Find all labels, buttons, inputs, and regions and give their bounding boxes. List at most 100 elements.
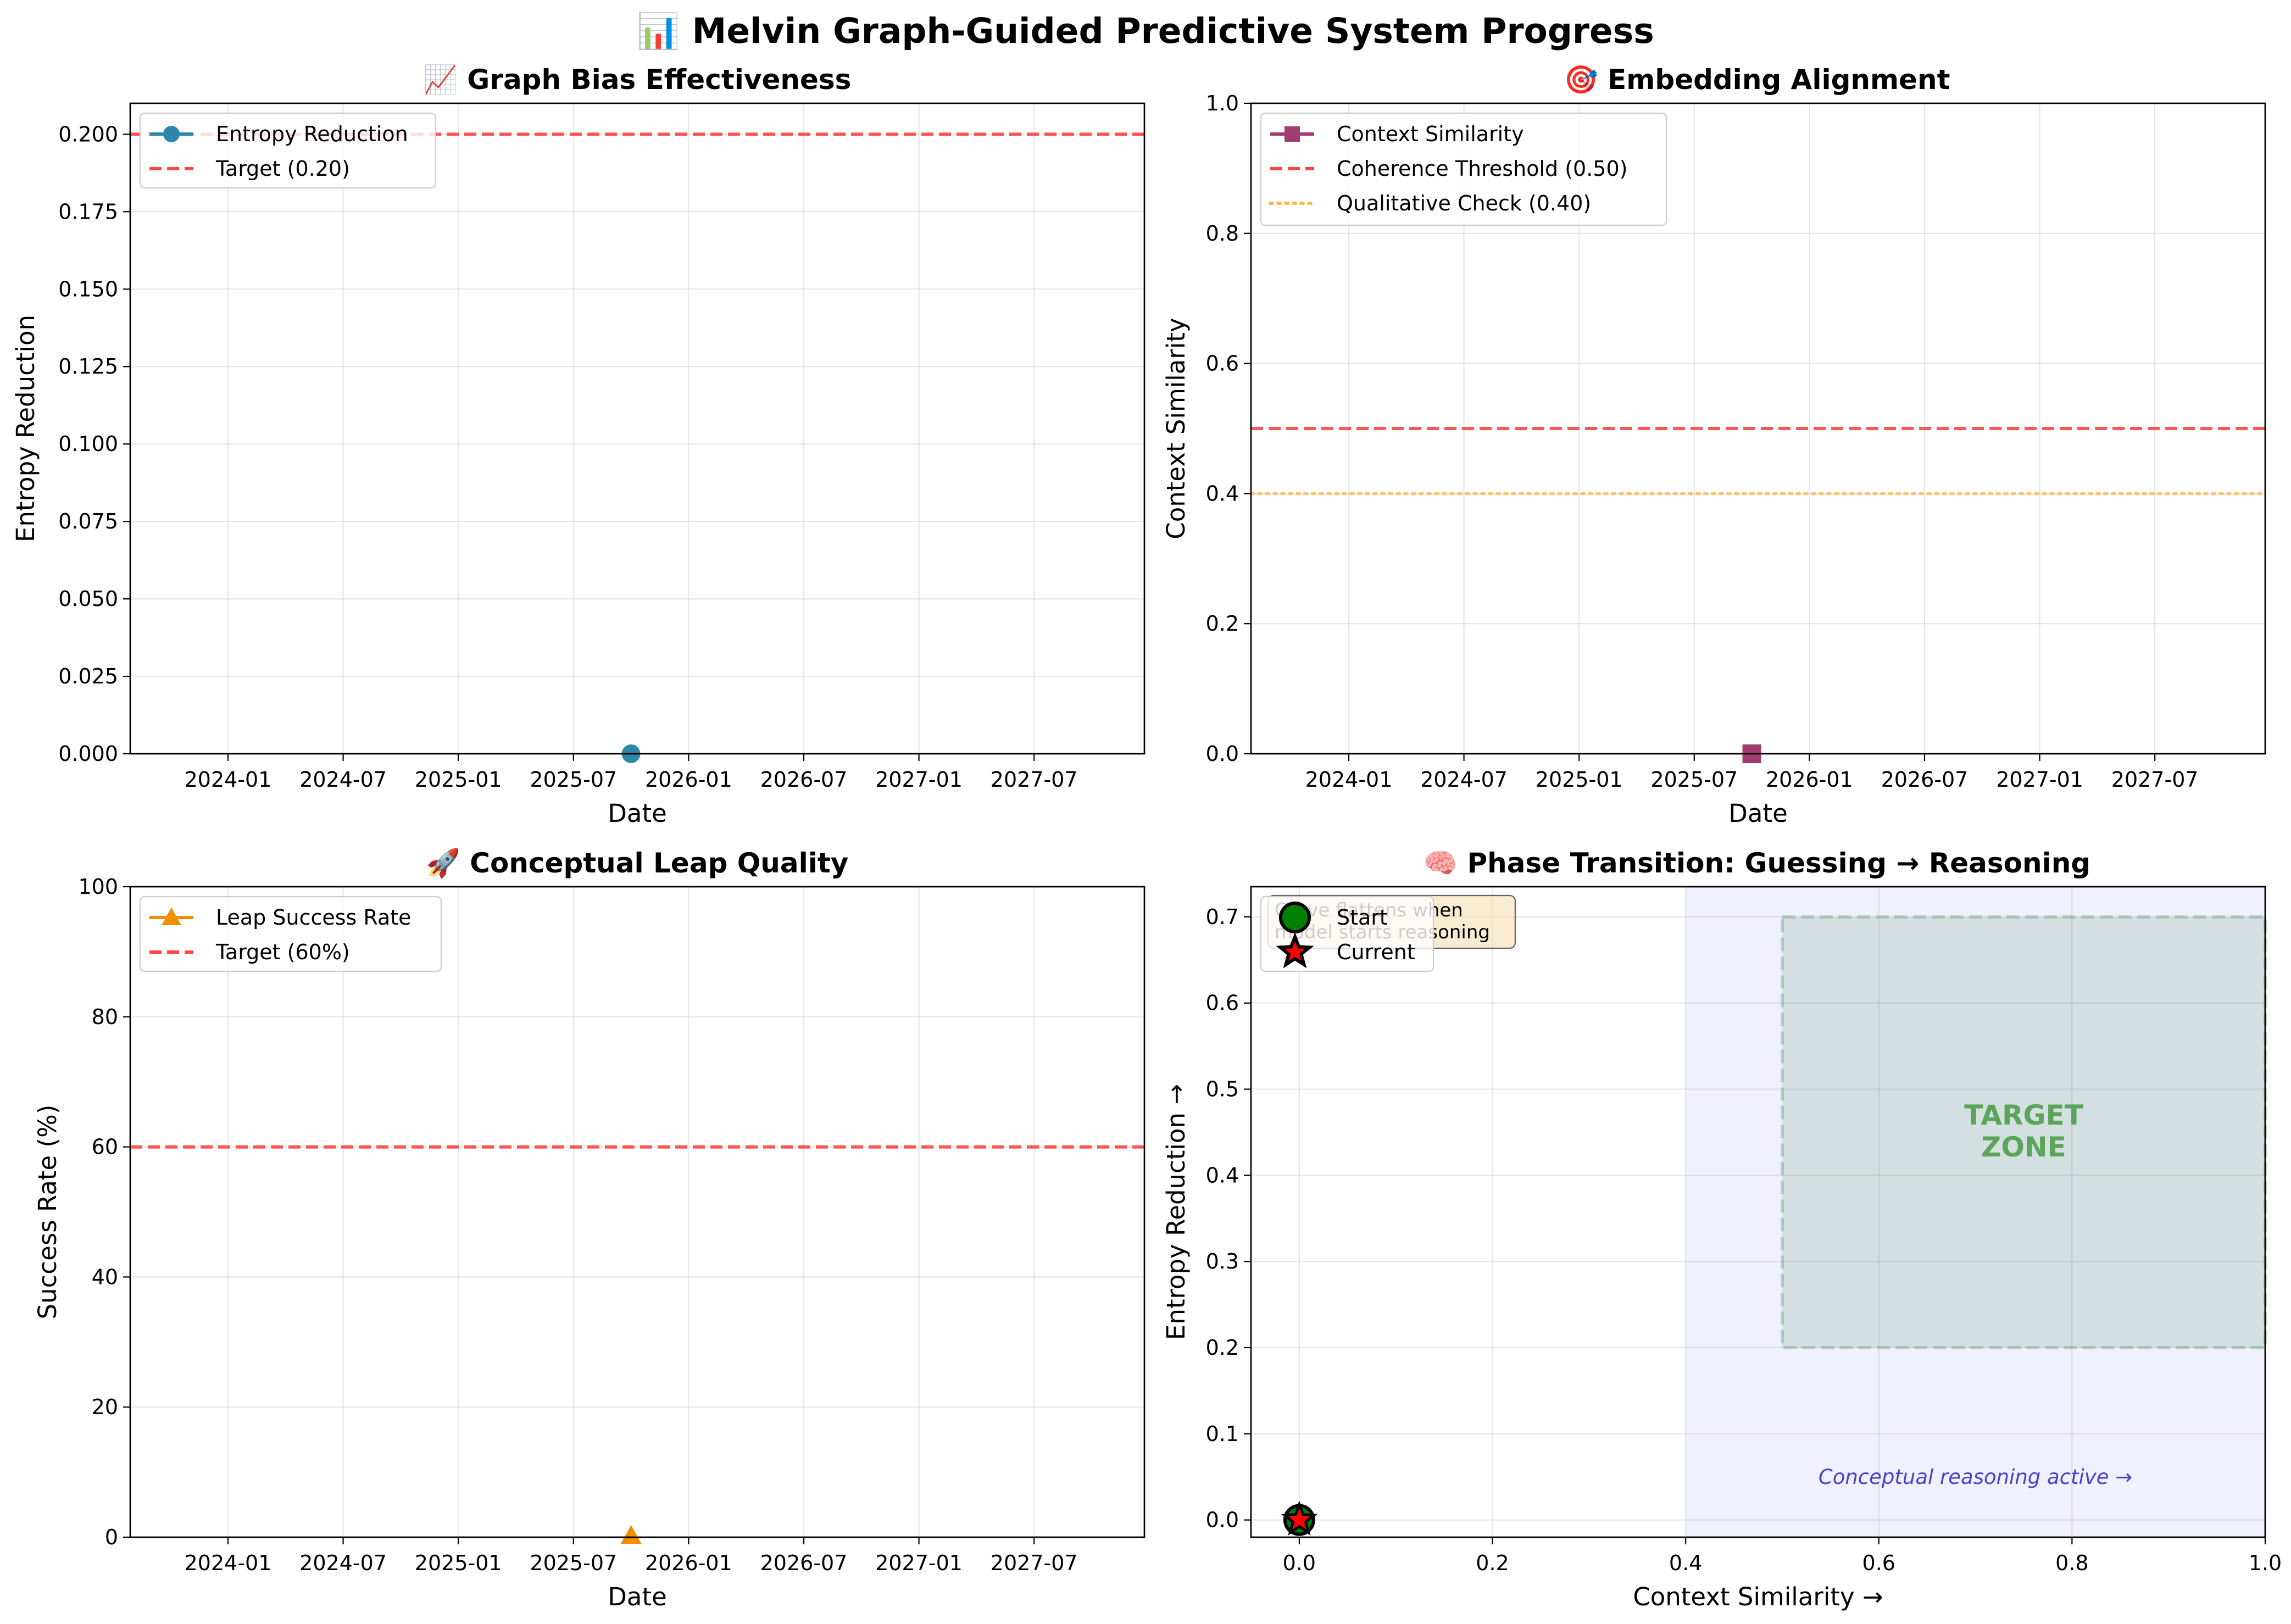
x-tick-label: 2025-07 bbox=[530, 767, 617, 792]
x-tick-label: 0.8 bbox=[2055, 1551, 2088, 1575]
x-tick-label: 2027-01 bbox=[875, 767, 963, 792]
x-tick-label: 2024-01 bbox=[185, 767, 272, 792]
panel-leap-quality: 🚀 Conceptual Leap Quality 2024-01 2024-07… bbox=[33, 847, 1146, 1611]
y-tick-label: 0 bbox=[105, 1525, 118, 1549]
x-tick-label: 0.0 bbox=[1283, 1551, 1316, 1575]
y-tick-label: 0.2 bbox=[1206, 611, 1239, 636]
plot-frame bbox=[1250, 102, 2266, 755]
y-axis-label: Entropy Reduction → bbox=[1161, 1084, 1191, 1340]
y-tick-label: 0.100 bbox=[58, 432, 118, 456]
plot-frame bbox=[129, 102, 1146, 755]
x-tick-label: 2027-07 bbox=[991, 767, 1078, 792]
x-tick-label: 2024-07 bbox=[299, 767, 387, 792]
legend-marker-star bbox=[1276, 932, 1314, 969]
x-axis-label: Context Similarity → bbox=[1633, 1582, 1883, 1611]
panel-title: 📈 Graph Bias Effectiveness bbox=[424, 64, 852, 96]
y-tick-label: 0.4 bbox=[1206, 1163, 1239, 1187]
y-tick-label: 0.2 bbox=[1206, 1336, 1239, 1360]
plot-frame bbox=[129, 886, 1146, 1538]
y-tick-label: 0.6 bbox=[1206, 352, 1239, 376]
current-point bbox=[1281, 1500, 1318, 1536]
y-axis-label: Success Rate (%) bbox=[33, 1105, 62, 1320]
x-tick-label: 2025-01 bbox=[415, 767, 502, 792]
panel-embedding-alignment: 🎯 Embedding Alignment 2024-01 2024-07 2025… bbox=[1161, 64, 2267, 828]
x-tick-label: 2027-07 bbox=[991, 1551, 1078, 1575]
y-tick-label: 0.075 bbox=[58, 509, 118, 533]
figure-title: 📊 Melvin Graph-Guided Predictive System … bbox=[637, 11, 1654, 51]
y-tick-label: 80 bbox=[92, 1005, 118, 1029]
panel-title: 🧠 Phase Transition: Guessing → Reasoning bbox=[1423, 847, 2090, 879]
y-tick-label: 0.200 bbox=[58, 122, 118, 146]
x-tick-label: 2027-01 bbox=[1996, 767, 2083, 792]
y-tick-label: 0.000 bbox=[58, 742, 118, 766]
y-tick-label: 100 bbox=[78, 875, 118, 899]
panel-phase-transition: 🧠 Phase Transition: Guessing → Reasoning… bbox=[1161, 847, 2282, 1611]
y-tick-label: 60 bbox=[92, 1135, 118, 1159]
legend-marker-triangle bbox=[162, 908, 181, 925]
legend: Entropy Reduction Target (0.20) bbox=[139, 112, 437, 189]
y-tick-label: 0.175 bbox=[58, 199, 118, 224]
x-tick-label: 2027-07 bbox=[2111, 767, 2199, 792]
x-tick-label: 2027-01 bbox=[875, 1551, 963, 1575]
legend-marker-circle bbox=[163, 126, 180, 142]
x-tick-label: 0.4 bbox=[1669, 1551, 1702, 1575]
target-zone bbox=[1780, 915, 2267, 1349]
x-tick-label: 2026-01 bbox=[645, 1551, 732, 1575]
legend-label-target: Target (60%) bbox=[215, 940, 350, 964]
panel-graph-bias: 📈 Graph Bias Effectiveness 2024-01 2024-0… bbox=[11, 64, 1146, 828]
panel-title: 🚀 Conceptual Leap Quality bbox=[426, 847, 849, 879]
legend-label-leap: Leap Success Rate bbox=[216, 905, 412, 930]
x-tick-label: 2025-07 bbox=[1650, 767, 1738, 792]
x-tick-label: 2024-07 bbox=[1420, 767, 1508, 792]
y-tick-label: 0.0 bbox=[1206, 742, 1239, 766]
y-tick-label: 0.7 bbox=[1206, 905, 1239, 929]
y-tick-label: 0.4 bbox=[1206, 481, 1239, 505]
legend-label-entropy: Entropy Reduction bbox=[216, 122, 408, 146]
target-zone-label: TARGET bbox=[1964, 1099, 2083, 1131]
legend-marker-circle bbox=[1279, 902, 1311, 933]
x-tick-label: 2024-01 bbox=[185, 1551, 272, 1575]
x-tick-label: 2026-07 bbox=[760, 767, 848, 792]
x-tick-label: 2026-07 bbox=[760, 1551, 848, 1575]
y-tick-label: 1.0 bbox=[1206, 91, 1239, 115]
legend-marker-square bbox=[1284, 126, 1300, 142]
x-axis-label: Date bbox=[608, 1582, 667, 1611]
legend: Context Similarity Coherence Threshold (… bbox=[1260, 112, 1667, 226]
x-tick-label: 0.6 bbox=[1862, 1551, 1895, 1575]
x-axis-label: Date bbox=[1728, 799, 1788, 828]
legend-label-similarity: Context Similarity bbox=[1337, 122, 1524, 146]
y-tick-label: 0.8 bbox=[1206, 221, 1239, 246]
y-tick-label: 0.5 bbox=[1206, 1077, 1239, 1102]
y-axis-label: Entropy Reduction bbox=[11, 315, 40, 542]
target-zone-label: ZONE bbox=[1981, 1131, 2066, 1163]
x-tick-label: 1.0 bbox=[2249, 1551, 2282, 1575]
legend-label-target: Target (0.20) bbox=[215, 157, 350, 181]
legend-label-current: Current bbox=[1337, 940, 1415, 964]
x-axis-label: Date bbox=[608, 799, 667, 828]
legend-label-qualitative: Qualitative Check (0.40) bbox=[1337, 191, 1591, 215]
legend: Leap Success Rate Target (60%) bbox=[139, 896, 442, 972]
y-tick-label: 0.125 bbox=[58, 354, 118, 379]
x-tick-label: 2025-07 bbox=[530, 1551, 617, 1575]
y-tick-label: 0.050 bbox=[58, 587, 118, 611]
x-tick-label: 2024-01 bbox=[1305, 767, 1393, 792]
x-tick-label: 2026-07 bbox=[1881, 767, 1969, 792]
x-tick-label: 0.2 bbox=[1476, 1551, 1509, 1575]
x-tick-label: 2024-07 bbox=[299, 1551, 387, 1575]
legend: Start Current bbox=[1260, 896, 1434, 972]
x-tick-label: 2026-01 bbox=[1766, 767, 1853, 792]
x-tick-label: 2025-01 bbox=[415, 1551, 502, 1575]
y-tick-label: 0.150 bbox=[58, 277, 118, 301]
panel-title: 🎯 Embedding Alignment bbox=[1564, 64, 1950, 96]
plot-frame bbox=[1250, 886, 2266, 1538]
y-tick-label: 0.6 bbox=[1206, 991, 1239, 1015]
legend-label-coherence: Coherence Threshold (0.50) bbox=[1337, 157, 1627, 181]
reasoning-region-label: Conceptual reasoning active → bbox=[1819, 1465, 2132, 1489]
y-axis-label: Context Similarity bbox=[1161, 318, 1191, 539]
x-tick-label: 2026-01 bbox=[645, 767, 732, 792]
reasoning-region bbox=[1686, 887, 2265, 1537]
x-tick-label: 2025-01 bbox=[1536, 767, 1623, 792]
y-tick-label: 40 bbox=[92, 1265, 118, 1289]
data-point bbox=[620, 1525, 642, 1544]
y-tick-label: 0.1 bbox=[1206, 1422, 1239, 1446]
